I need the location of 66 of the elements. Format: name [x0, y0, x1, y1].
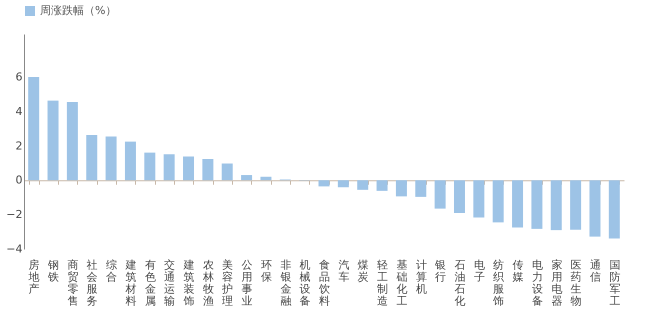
x-tick-label: 石油石化: [454, 258, 466, 308]
x-tick-label: 计算机: [416, 258, 427, 296]
bar: [376, 180, 388, 191]
x-tick-label: 非银金融: [279, 258, 292, 308]
bar: [415, 180, 426, 197]
bar: [66, 102, 78, 180]
x-tick-label: 纺织服饰: [492, 258, 504, 308]
y-tick-label: 2: [16, 139, 22, 152]
x-tick-label: 农林牧渔: [202, 258, 214, 308]
bar: [318, 180, 330, 186]
x-tick-label: 传媒: [512, 258, 524, 284]
x-tick-label: 医药生物: [570, 258, 582, 308]
x-tick-label: 国防军工: [609, 258, 620, 308]
y-tick-label: 6: [16, 70, 22, 84]
bar: [338, 180, 349, 188]
bar: [550, 180, 562, 230]
bar: [28, 77, 40, 180]
y-tick-label: 0: [16, 174, 22, 187]
x-tick-label: 有色金属: [144, 258, 156, 308]
x-tick-label: 综合: [106, 258, 118, 284]
bar: [86, 134, 98, 180]
legend-label: 周涨跌幅（%）: [40, 4, 116, 17]
bar: [164, 154, 175, 180]
x-tick-label: 建筑装饰: [182, 258, 195, 308]
bar: [144, 152, 156, 180]
x-tick-label: 机械设备: [300, 258, 311, 308]
bar: [589, 180, 600, 237]
bar: [492, 180, 504, 222]
x-tick-label: 汽车: [338, 258, 350, 284]
x-tick-label: 社会服务: [86, 258, 98, 308]
x-tick-label: 食品饮料: [318, 258, 330, 308]
x-tick-label: 钢铁: [47, 258, 60, 284]
bar: [202, 159, 214, 180]
x-tick-label: 环保: [260, 258, 272, 284]
bar: [473, 180, 484, 218]
x-tick-label: 电子: [474, 258, 485, 284]
y-tick-label: −4: [6, 242, 22, 256]
bar: [512, 180, 524, 228]
x-tick-label: 美容护理: [221, 258, 234, 308]
bar: [183, 156, 194, 180]
bar: [357, 180, 368, 190]
bar: [48, 100, 59, 180]
bar: [396, 180, 407, 196]
y-tick-label: −2: [6, 208, 22, 222]
bar: [124, 142, 136, 180]
x-tick-label: 煤炭: [358, 258, 369, 284]
x-tick-label: 轻工制造: [377, 258, 388, 308]
x-tick-label: 建筑材料: [124, 258, 136, 308]
bar: [570, 180, 582, 230]
bar: [531, 180, 542, 229]
bar: [434, 180, 446, 209]
bar: [222, 164, 233, 180]
bar: [106, 136, 117, 180]
y-tick-label: 4: [16, 104, 22, 118]
x-tick-label: 公用事业: [242, 258, 253, 308]
x-tick-label: 家用电器: [551, 258, 562, 308]
x-tick-label: 商贸零售: [67, 258, 78, 308]
x-tick-label: 房地产: [28, 258, 40, 296]
x-tick-label: 电力设备: [532, 258, 543, 308]
x-tick-label: 交通运输: [164, 258, 176, 308]
x-tick-label: 银行: [434, 258, 446, 284]
bar: [241, 175, 252, 180]
bar: [608, 180, 620, 239]
x-tick-label: 基础化工: [395, 258, 408, 308]
x-tick-label: 通信: [590, 258, 601, 284]
bar: [454, 180, 465, 214]
